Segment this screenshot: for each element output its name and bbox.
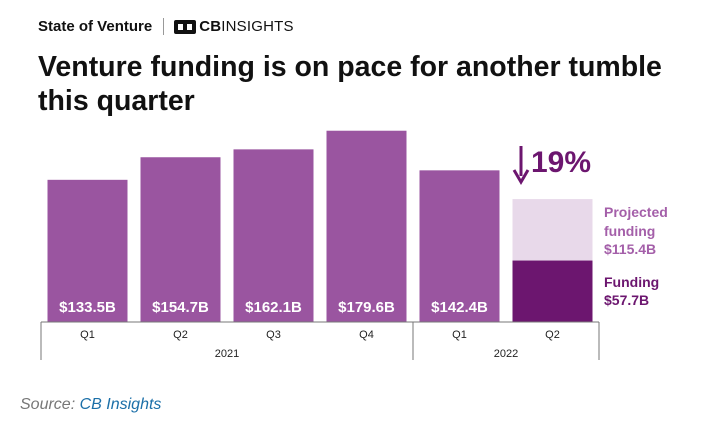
section-title: State of Venture <box>38 18 153 35</box>
chart-title: Venture funding is on pace for another t… <box>38 50 678 118</box>
funding-value: $57.7B <box>604 292 649 308</box>
funding-bar <box>512 260 593 322</box>
source-note: Source: CB Insights <box>20 396 161 414</box>
decline-percentage: 19% <box>531 146 591 179</box>
x-tick-label: Q2 <box>545 329 560 341</box>
bar <box>419 170 500 322</box>
chart-title-line-2: this quarter <box>38 85 195 117</box>
header-divider <box>163 18 165 35</box>
x-tick-label: Q3 <box>266 329 281 341</box>
logo-text-insights: INSIGHTS <box>221 18 294 35</box>
projected-value: $115.4B <box>604 241 656 257</box>
source-link[interactable]: CB Insights <box>79 396 162 413</box>
down-arrow-head-icon <box>512 169 530 185</box>
bar-value-label: $179.6B <box>338 299 395 316</box>
x-tick-label: Q2 <box>173 329 188 341</box>
x-tick-label: Q1 <box>452 329 467 341</box>
bar <box>326 130 407 322</box>
bar-value-label: $142.4B <box>431 299 488 316</box>
logo-text-cb: CB <box>199 18 222 35</box>
bar-value-label: $154.7B <box>152 299 209 316</box>
bar <box>140 157 221 322</box>
projected-label-line2: funding <box>604 223 655 239</box>
report-header: State of Venture CB INSIGHTS <box>38 18 294 35</box>
projected-label-line1: Projected <box>604 204 668 220</box>
cb-insights-logo: CB INSIGHTS <box>174 18 294 35</box>
year-label: 2022 <box>494 348 518 360</box>
bar <box>47 179 128 322</box>
bar-value-label: $133.5B <box>59 299 116 316</box>
cb-logo-icon <box>174 19 197 34</box>
x-tick-label: Q1 <box>80 329 95 341</box>
funding-label: Funding <box>604 274 659 290</box>
year-label: 2021 <box>215 348 239 360</box>
x-tick-label: Q4 <box>359 329 374 341</box>
bar <box>233 149 314 322</box>
source-prefix: Source: <box>20 396 76 413</box>
chart-title-line-1: Venture funding is on pace for another t… <box>38 51 662 83</box>
bar-value-label: $162.1B <box>245 299 302 316</box>
